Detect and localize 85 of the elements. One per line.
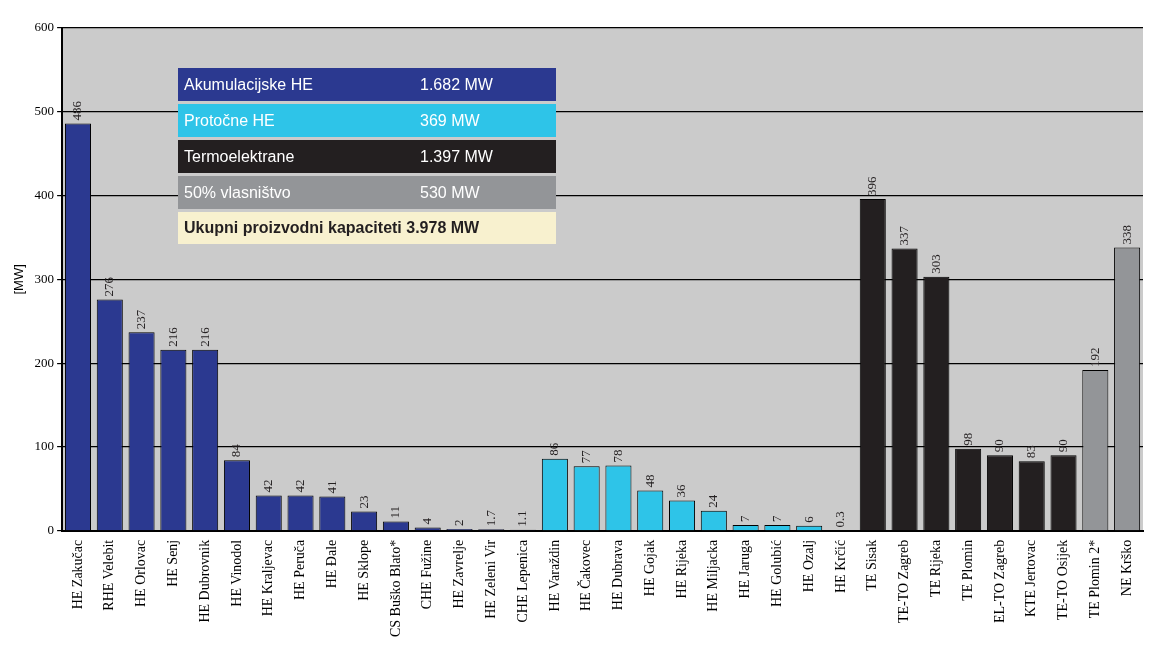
annotation: 369 MW xyxy=(420,111,481,130)
data-label: 2 xyxy=(450,519,466,527)
data-label: 486 xyxy=(69,100,85,121)
annotation: 1.397 MW xyxy=(420,147,494,166)
x-tick-label: CS Buško Blato* xyxy=(387,539,403,638)
text: Protočne HE xyxy=(184,111,276,130)
x-tick-label: CHE Lepenica xyxy=(514,538,530,623)
data-label: 216 xyxy=(196,326,212,347)
data-label: 237 xyxy=(133,309,148,330)
y-tick-label: 300 xyxy=(34,270,55,286)
text: 50% vlasništvo xyxy=(184,183,292,202)
data-label: 337 xyxy=(895,225,911,246)
x-tick-label: TE Sisak xyxy=(864,539,880,591)
x-tick-label: HE Ozalj xyxy=(800,539,816,593)
x-tick-label: HE Zavrelje xyxy=(451,539,467,609)
data-label: 1.7 xyxy=(482,509,498,527)
x-tick-label: HE Krčić xyxy=(832,539,848,594)
data-label: 24 xyxy=(705,494,721,508)
y-tick-label: 500 xyxy=(34,103,55,119)
total-box: Ukupni proizvodni kapaciteti 3.978 MW xyxy=(178,212,556,244)
x-tick-label: HE Gojak xyxy=(641,539,657,597)
data-label: 6 xyxy=(800,515,816,523)
annotation: 530 MW xyxy=(420,183,481,202)
data-label: 338 xyxy=(1118,225,1134,245)
data-label: 396 xyxy=(864,175,880,196)
x-tick-label: HE Vinodol xyxy=(228,539,244,607)
x-tick-label: TE-TO Zagreb xyxy=(896,539,912,624)
x-tick-label: HE Orlovac xyxy=(133,539,149,608)
x-tick-label: HE Dubrovnik xyxy=(196,539,212,623)
y-axis-title: [MW] xyxy=(11,264,27,295)
x-tick-label: HE Đale xyxy=(324,539,339,589)
x-tick-label: TE Rijeka xyxy=(928,538,944,597)
data-label: 77 xyxy=(578,449,594,464)
y-tick-label: 100 xyxy=(34,438,55,454)
x-tick-label: HE Zakučac xyxy=(69,539,85,610)
x-tick-label: HE Zeleni Vir xyxy=(482,539,498,619)
x-tick-label: HE Čakovec xyxy=(577,539,594,611)
y-tick-label: 400 xyxy=(34,187,55,203)
data-label: 86 xyxy=(546,442,562,456)
x-tick-label: TE Plomin xyxy=(959,539,975,601)
data-label: 36 xyxy=(673,484,689,498)
data-label: 216 xyxy=(164,326,180,347)
data-label: 7 xyxy=(737,514,753,522)
data-label: 90 xyxy=(1054,439,1070,453)
data-label: 78 xyxy=(609,449,625,463)
data-label: 42 xyxy=(291,479,307,493)
y-tick-label: 200 xyxy=(34,354,55,370)
x-tick-label: TE Plomin 2* xyxy=(1086,539,1102,619)
x-tick-label: HE Kraljevac xyxy=(260,539,276,617)
x-tick-label: CHE Fužine xyxy=(419,539,435,610)
x-tick-label: NE Krško xyxy=(1118,539,1134,597)
x-tick-label: HE Peruča xyxy=(292,538,308,601)
data-label: 4 xyxy=(419,517,435,525)
data-label: 42 xyxy=(260,479,276,493)
annotation: 1.682 MW xyxy=(420,75,494,94)
x-tick-label: HE Jaruga xyxy=(737,538,753,599)
x-tick-label: HE Dubrava xyxy=(610,538,626,611)
x-tick-label: RHE Velebit xyxy=(101,539,117,611)
data-label: 276 xyxy=(101,276,117,297)
data-label: 192 xyxy=(1086,347,1102,367)
data-label: 83 xyxy=(1023,445,1039,459)
data-label: 0.3 xyxy=(832,511,848,528)
x-tick-label: TE-TO Osijek xyxy=(1055,539,1071,620)
data-label: 303 xyxy=(927,254,943,274)
x-tick-label: HE Golubić xyxy=(769,539,785,608)
data-label: 48 xyxy=(641,474,657,488)
data-label: 90 xyxy=(991,439,1007,453)
x-tick-label: HE Rijeka xyxy=(673,538,689,599)
data-label: 98 xyxy=(959,432,975,446)
data-label: 11 xyxy=(387,506,403,519)
data-label: 23 xyxy=(355,495,371,509)
y-tick-label: 600 xyxy=(34,19,55,35)
x-tick-label: EL-TO Zagreb xyxy=(991,539,1007,624)
data-label: 84 xyxy=(228,443,244,458)
x-tick-label: HE Miljacka xyxy=(705,538,721,612)
x-tick-label: HE Sklope xyxy=(355,539,371,601)
text: Akumulacijske HE xyxy=(184,75,314,94)
x-tick-label: HE Varaždin xyxy=(546,539,562,612)
y-tick-label: 0 xyxy=(47,522,55,538)
x-tick-label: KTE Jertovac xyxy=(1023,539,1039,618)
data-label: 1.1 xyxy=(514,510,530,527)
x-tick-label: HE Senj xyxy=(165,539,181,587)
text: Termoelektrane xyxy=(184,147,296,166)
data-label: 7 xyxy=(768,514,784,522)
data-label: 41 xyxy=(323,480,339,494)
